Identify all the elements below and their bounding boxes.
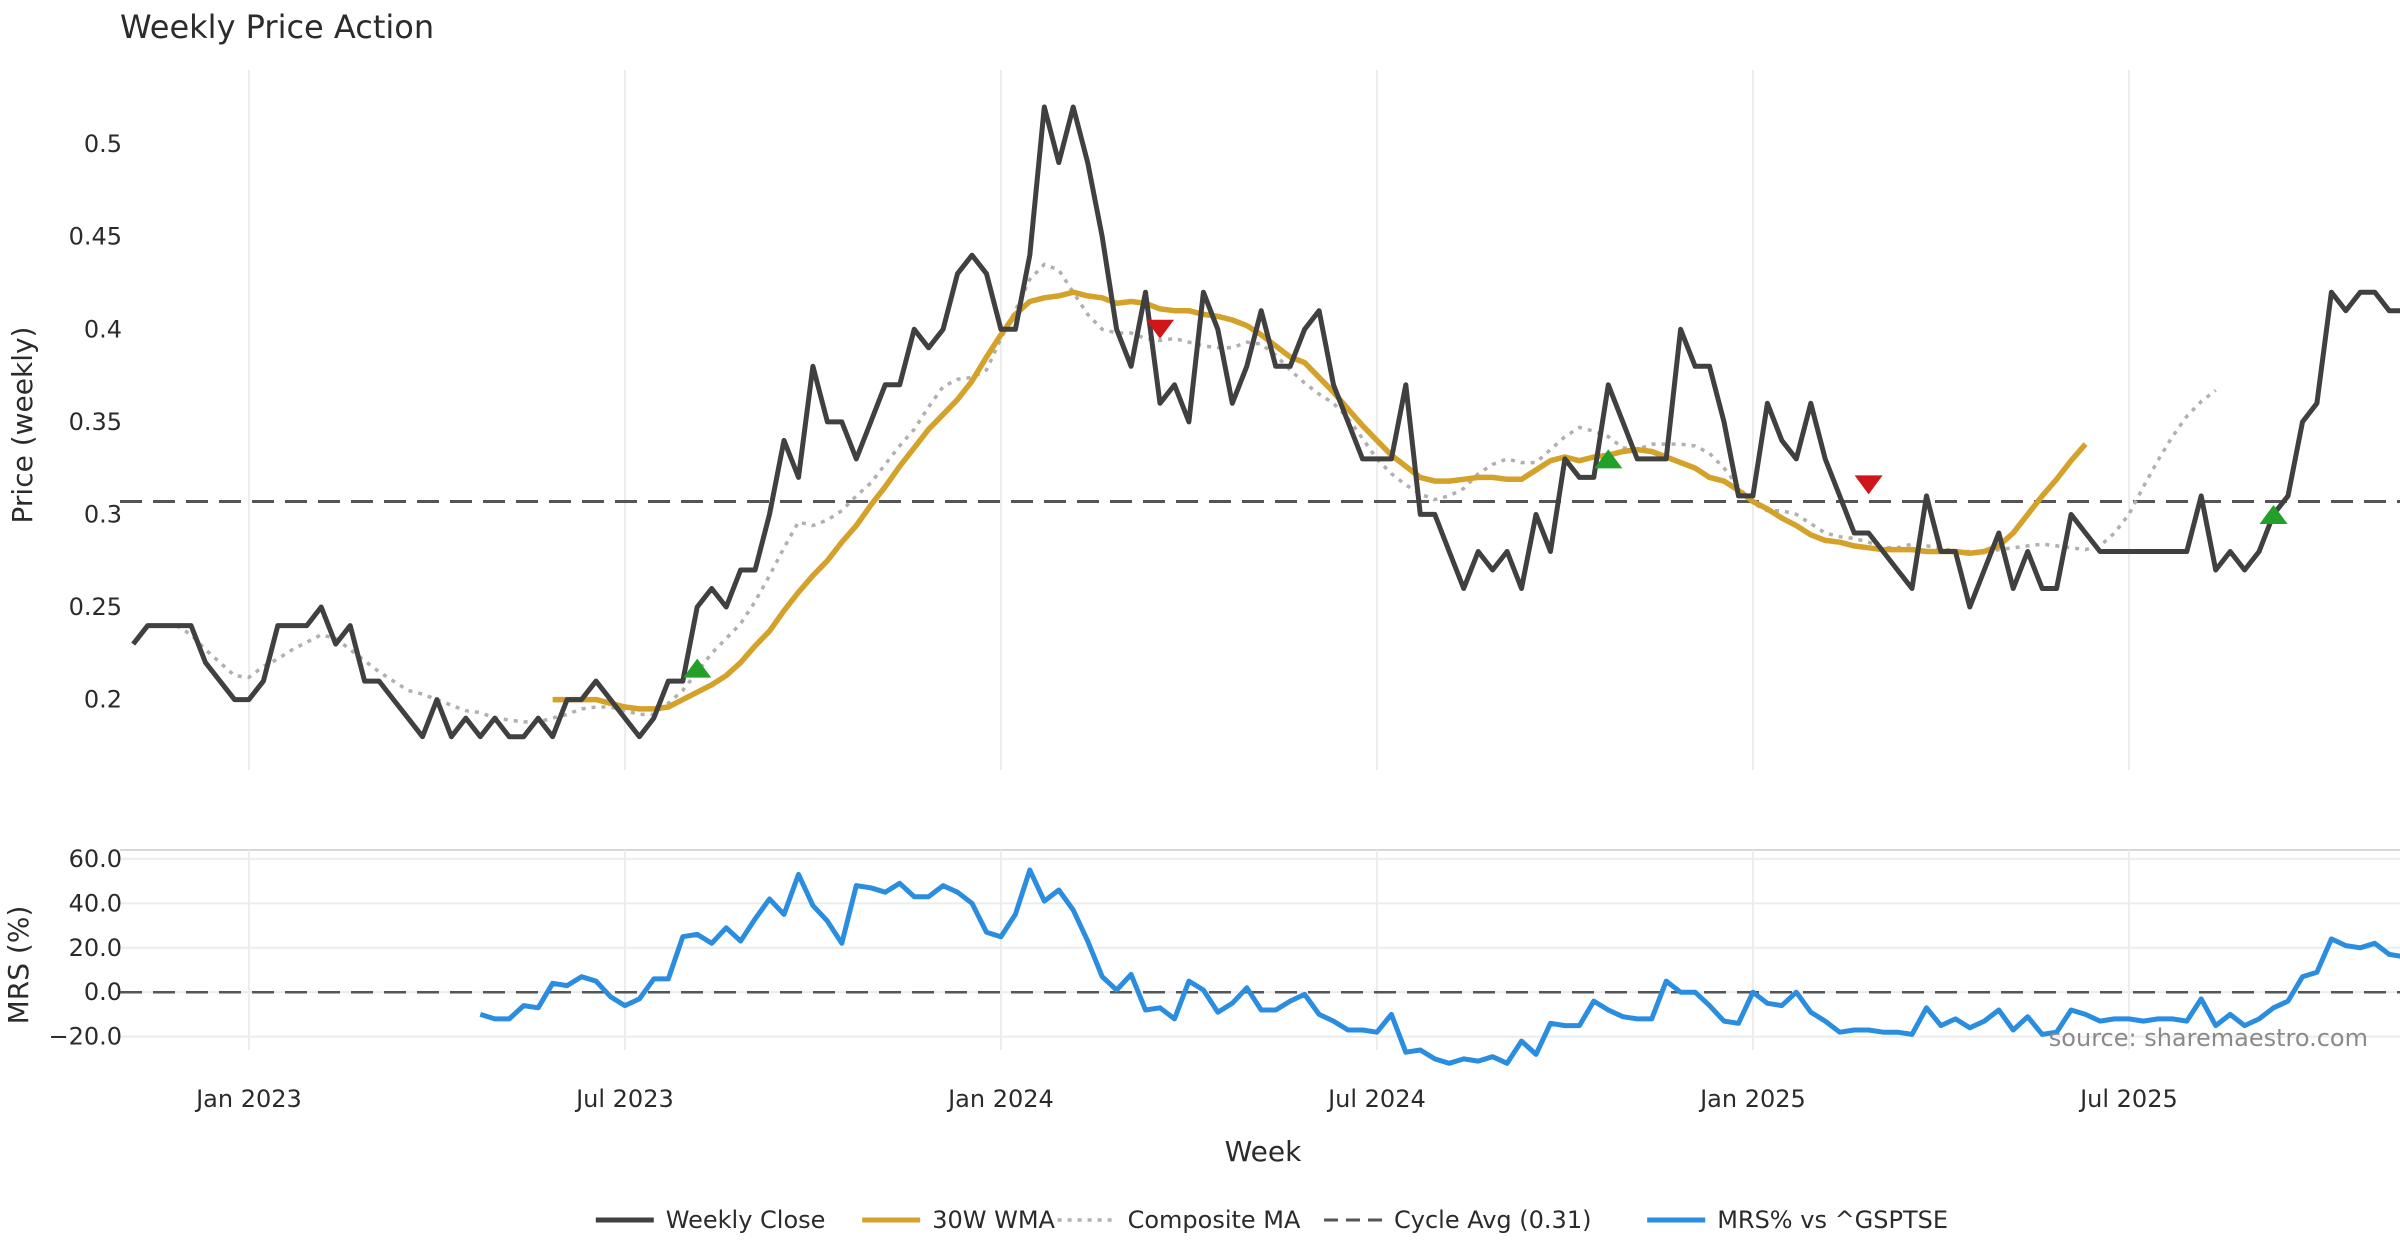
mrs-y-tick-label: 0.0 bbox=[84, 978, 122, 1006]
legend-item-wma: 30W WMA bbox=[862, 1206, 1056, 1234]
legend-label-cycle: Cycle Avg (0.31) bbox=[1394, 1206, 1591, 1234]
mrs-y-tick-label: 20.0 bbox=[69, 934, 122, 962]
x-axis-label: Week bbox=[1225, 1135, 1302, 1168]
mrs-y-tick-label: −20.0 bbox=[48, 1023, 122, 1051]
chart-title: Weekly Price Action bbox=[120, 8, 434, 46]
price-y-tick-label: 0.5 bbox=[84, 130, 122, 158]
price-y-axis-label: Price (weekly) bbox=[6, 327, 39, 524]
legend-label-close: Weekly Close bbox=[666, 1206, 826, 1234]
legend-item-close: Weekly Close bbox=[595, 1206, 826, 1234]
source-note: source: sharemaestro.com bbox=[2049, 1024, 2368, 1052]
buy-signal-marker bbox=[683, 658, 712, 678]
price-y-tick-label: 0.25 bbox=[69, 593, 122, 621]
mrs-y-axis-label: MRS (%) bbox=[2, 906, 35, 1025]
signal-markers bbox=[683, 319, 2288, 678]
legend-item-mrs: MRS% vs ^GSPTSE bbox=[1647, 1206, 1948, 1234]
x-tick-label: Jan 2025 bbox=[1698, 1085, 1806, 1113]
price-y-tick-label: 0.3 bbox=[84, 500, 122, 528]
buy-signal-marker bbox=[1594, 449, 1623, 469]
price-y-tick-labels: 0.2 0.25 0.3 0.35 0.4 0.45 0.5 bbox=[69, 130, 122, 714]
weekly-close-line bbox=[131, 104, 2400, 740]
composite-ma-line bbox=[175, 262, 2217, 724]
legend-label-composite: Composite MA bbox=[1128, 1206, 1301, 1234]
x-tick-labels: Jan 2023 Jul 2023 Jan 2024 Jul 2024 Jan 2025… bbox=[194, 1085, 2178, 1113]
x-tick-label: Jan 2023 bbox=[194, 1085, 302, 1113]
price-panel: 0.2 0.25 0.3 0.35 0.4 0.45 0.5 Price (weekly) bbox=[6, 70, 2400, 770]
buy-signal-marker bbox=[2259, 504, 2288, 524]
legend-item-composite: Composite MA bbox=[1057, 1206, 1301, 1234]
x-tick-label: Jul 2024 bbox=[1326, 1085, 1426, 1113]
legend-label-wma: 30W WMA bbox=[932, 1206, 1055, 1234]
x-tick-label: Jul 2023 bbox=[574, 1085, 674, 1113]
mrs-y-tick-label: 40.0 bbox=[69, 889, 122, 917]
price-y-tick-label: 0.45 bbox=[69, 223, 122, 251]
legend: Weekly Close 30W WMA Composite MA Cycle Avg… bbox=[595, 1206, 1948, 1234]
mrs-gridlines bbox=[120, 850, 2400, 1050]
price-y-tick-label: 0.2 bbox=[84, 686, 122, 714]
price-y-tick-label: 0.35 bbox=[69, 408, 122, 436]
legend-label-mrs: MRS% vs ^GSPTSE bbox=[1717, 1206, 1948, 1234]
price-gridlines bbox=[247, 70, 2130, 770]
mrs-line bbox=[479, 867, 2400, 1066]
legend-item-cycle: Cycle Avg (0.31) bbox=[1324, 1206, 1591, 1234]
sell-signal-marker bbox=[1146, 319, 1174, 339]
mrs-y-tick-label: 60.0 bbox=[69, 845, 122, 873]
price-y-tick-label: 0.4 bbox=[84, 315, 122, 343]
wma-30w-line bbox=[552, 289, 2088, 712]
mrs-panel: 60.0 40.0 20.0 0.0 −20.0 MRS (%) source: sha… bbox=[2, 845, 2400, 1066]
sell-signal-marker bbox=[1854, 475, 1883, 495]
x-tick-label: Jul 2025 bbox=[2078, 1085, 2178, 1113]
x-tick-label: Jan 2024 bbox=[946, 1085, 1054, 1113]
mrs-y-tick-labels: 60.0 40.0 20.0 0.0 −20.0 bbox=[48, 845, 122, 1051]
